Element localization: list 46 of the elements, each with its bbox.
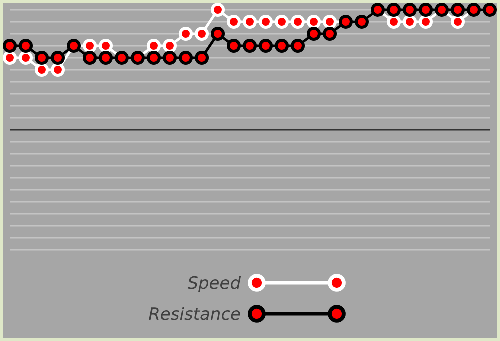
point (418, 2, 434, 18)
point (418, 14, 434, 30)
point (34, 62, 50, 78)
point (146, 38, 162, 54)
point (290, 38, 306, 54)
point (386, 14, 402, 30)
point (306, 14, 322, 30)
point (450, 14, 466, 30)
point (98, 38, 114, 54)
point (242, 38, 258, 54)
point (450, 2, 466, 18)
point (386, 2, 402, 18)
point (322, 14, 338, 30)
point (18, 38, 34, 54)
point (194, 50, 210, 66)
point (194, 26, 210, 42)
point (242, 14, 258, 30)
point (162, 38, 178, 54)
point (98, 50, 114, 66)
point (162, 50, 178, 66)
point (178, 26, 194, 42)
legend-label: Speed (188, 274, 242, 294)
point (210, 26, 226, 42)
point (18, 50, 34, 66)
point (226, 14, 242, 30)
point (146, 50, 162, 66)
legend-label: Resistance (148, 305, 241, 325)
point (34, 50, 50, 66)
point (402, 2, 418, 18)
point (402, 14, 418, 30)
point (2, 50, 18, 66)
point (306, 26, 322, 42)
point (50, 62, 66, 78)
point (274, 38, 290, 54)
point (178, 50, 194, 66)
point (226, 38, 242, 54)
point (50, 50, 66, 66)
point (82, 50, 98, 66)
point (2, 38, 18, 54)
point (82, 38, 98, 54)
point (258, 14, 274, 30)
point (274, 14, 290, 30)
point (322, 26, 338, 42)
point (258, 38, 274, 54)
point (210, 2, 226, 18)
point (290, 14, 306, 30)
